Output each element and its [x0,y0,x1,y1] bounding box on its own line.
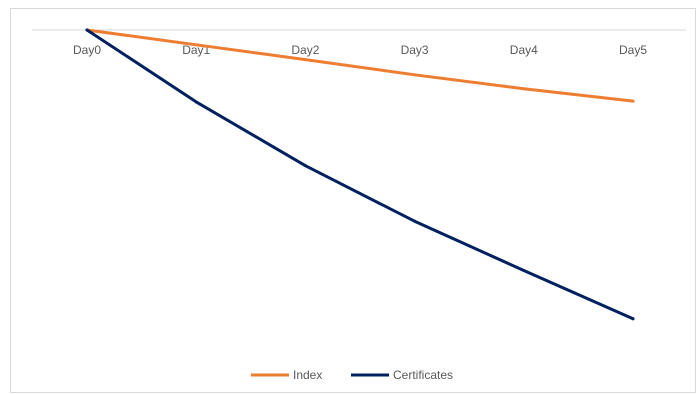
legend: Index Certificates [251,368,453,382]
series-line-index [85,28,635,103]
x-tick-label-day0: Day0 [73,43,101,57]
legend-item-certificates: Certificates [351,368,453,382]
series-layer [85,28,635,321]
data-point-index-day1 [194,43,198,47]
legend-label-certificates: Certificates [393,368,453,382]
data-point-certificates-day4 [522,269,526,272]
x-tick-label-day4: Day4 [510,43,538,57]
data-point-index-day5 [631,99,635,103]
data-point-certificates-day5 [631,317,635,321]
data-point-certificates-day3 [413,219,417,223]
x-tick-label-day3: Day3 [401,43,429,57]
data-point-certificates-day2 [303,164,307,168]
x-tick-label-day2: Day2 [291,43,319,57]
legend-item-index: Index [251,368,322,382]
category-axis: Day0 Day1 Day2 Day3 Day4 Day5 [32,29,686,57]
data-point-certificates-day1 [194,100,198,104]
chart-frame [10,8,696,393]
data-point-certificates-day0 [85,28,89,32]
data-point-index-day2 [303,58,307,62]
data-point-index-day3 [413,73,417,77]
legend-label-index: Index [293,368,322,382]
x-tick-label-day5: Day5 [619,43,647,57]
series-line-certificates [85,28,635,321]
data-point-index-day4 [522,87,526,91]
